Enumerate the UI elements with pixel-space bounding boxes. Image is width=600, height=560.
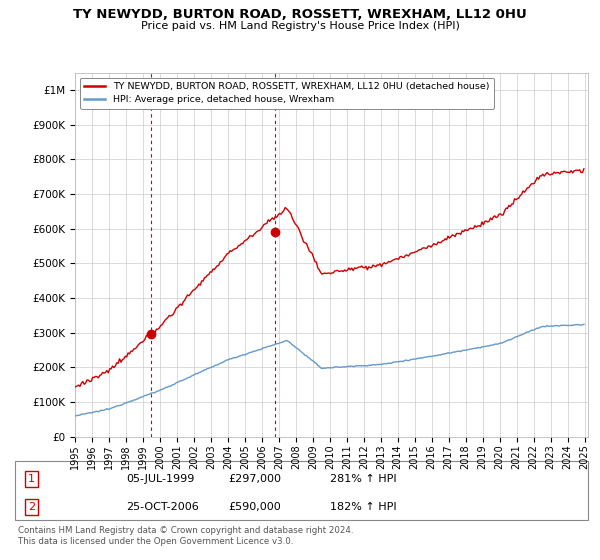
Legend: TY NEWYDD, BURTON ROAD, ROSSETT, WREXHAM, LL12 0HU (detached house), HPI: Averag: TY NEWYDD, BURTON ROAD, ROSSETT, WREXHAM… (80, 77, 494, 109)
Text: Price paid vs. HM Land Registry's House Price Index (HPI): Price paid vs. HM Land Registry's House … (140, 21, 460, 31)
Text: £590,000: £590,000 (228, 502, 281, 512)
Text: 1: 1 (148, 84, 155, 94)
Text: 2: 2 (272, 84, 279, 94)
Text: 182% ↑ HPI: 182% ↑ HPI (330, 502, 397, 512)
Text: TY NEWYDD, BURTON ROAD, ROSSETT, WREXHAM, LL12 0HU: TY NEWYDD, BURTON ROAD, ROSSETT, WREXHAM… (73, 8, 527, 21)
Text: 05-JUL-1999: 05-JUL-1999 (126, 474, 194, 484)
Text: 1: 1 (28, 474, 35, 484)
Text: 2: 2 (28, 502, 35, 512)
Text: 25-OCT-2006: 25-OCT-2006 (126, 502, 199, 512)
Text: Contains HM Land Registry data © Crown copyright and database right 2024.
This d: Contains HM Land Registry data © Crown c… (18, 526, 353, 546)
Text: 281% ↑ HPI: 281% ↑ HPI (330, 474, 397, 484)
Text: £297,000: £297,000 (228, 474, 281, 484)
